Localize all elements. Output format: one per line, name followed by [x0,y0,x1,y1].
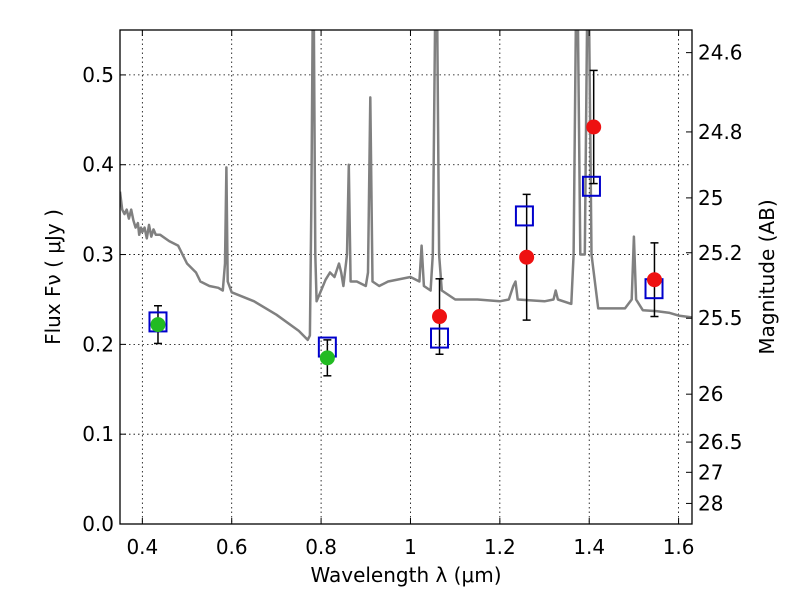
observed-flux-point [432,309,448,325]
y-tick-label: 0.4 [82,153,114,177]
y-tick-label: 0.1 [82,422,114,446]
right-tick-label: 25 [698,186,723,210]
observed-flux-point [150,317,166,333]
right-tick-label: 26.5 [698,430,743,454]
x-tick-label: 1.4 [573,535,605,559]
plot-area [120,30,692,377]
x-tick-label: 0.8 [305,535,337,559]
right-tick-label: 24.8 [698,120,743,144]
right-tick-label: 24.6 [698,41,743,65]
right-tick-label: 27 [698,460,723,484]
y-axis-label-right: Magnitude (AB) [755,199,779,354]
observed-flux-point [586,119,602,135]
axis-ticks: 0.4 0.6 0.8 1 1.2 1.4 1.6 0.0 0.1 0.2 0.3 0.4 0.5 24.… [82,30,743,559]
plot-frame [119,29,693,525]
right-tick-label: 28 [698,491,723,515]
right-tick-label: 26 [698,382,723,406]
x-tick-label: 1.6 [663,535,695,559]
x-tick-label: 0.4 [126,535,158,559]
y-tick-label: 0.5 [82,63,114,87]
x-tick-label: 1.2 [484,535,516,559]
right-tick-label: 25.2 [698,241,743,265]
y-tick-label: 0.0 [82,512,114,536]
observed-flux-point [319,350,335,366]
model-photometry-square [581,175,601,197]
y-tick-label: 0.2 [82,332,114,356]
y-axis-label-left: Flux Fν ( μJy ) [41,209,65,345]
y-tick-label: 0.3 [82,243,114,267]
observed-flux-point [646,272,662,288]
x-tick-label: 1 [404,535,417,559]
spectrum-line [120,30,692,342]
model-photometry-square [430,327,450,349]
observed-flux-point [519,249,535,265]
right-tick-label: 25.5 [698,306,743,330]
x-tick-label: 0.6 [216,535,248,559]
x-axis-label: Wavelength λ (μm) [310,563,501,587]
model-photometry-square [514,205,534,227]
